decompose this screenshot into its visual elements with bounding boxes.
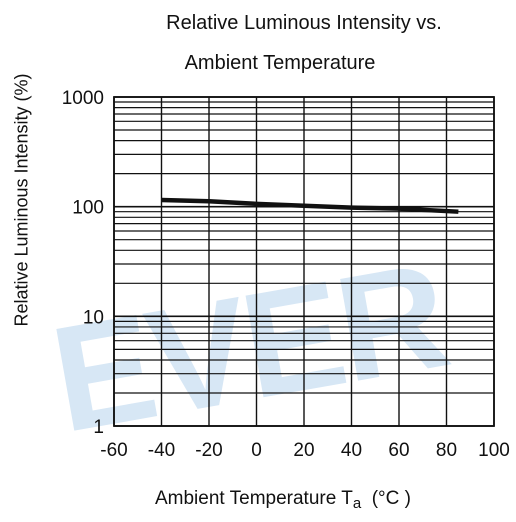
x-tick-label: 100	[478, 440, 510, 461]
x-axis-label: Ambient Temperature Ta (°C )	[0, 488, 516, 512]
x-tick-label: 0	[251, 440, 262, 461]
x-axis-label-unit: (°C )	[371, 488, 411, 509]
x-axis-label-text: Ambient Temperature T	[154, 488, 353, 509]
x-axis-label-subscript: a	[352, 495, 362, 512]
chart-title-line-1: Relative Luminous Intensity vs.	[166, 12, 442, 34]
x-tick-label: 80	[436, 440, 457, 461]
series-line	[161, 197, 459, 214]
y-tick-label: 100	[72, 198, 104, 219]
x-tick-label: 60	[388, 440, 409, 461]
x-tick-label: 40	[341, 440, 362, 461]
chart-title-line-2: Ambient Temperature	[184, 52, 376, 74]
x-tick-label: 20	[293, 440, 314, 461]
y-tick-label: 1	[93, 417, 104, 438]
x-tick-label: -20	[195, 440, 222, 461]
x-tick-label: -40	[148, 440, 175, 461]
plot-frame	[113, 96, 495, 427]
y-tick-label: 10	[83, 307, 104, 328]
x-tick-label: -60	[100, 440, 127, 461]
y-tick-label: 1000	[62, 88, 104, 109]
